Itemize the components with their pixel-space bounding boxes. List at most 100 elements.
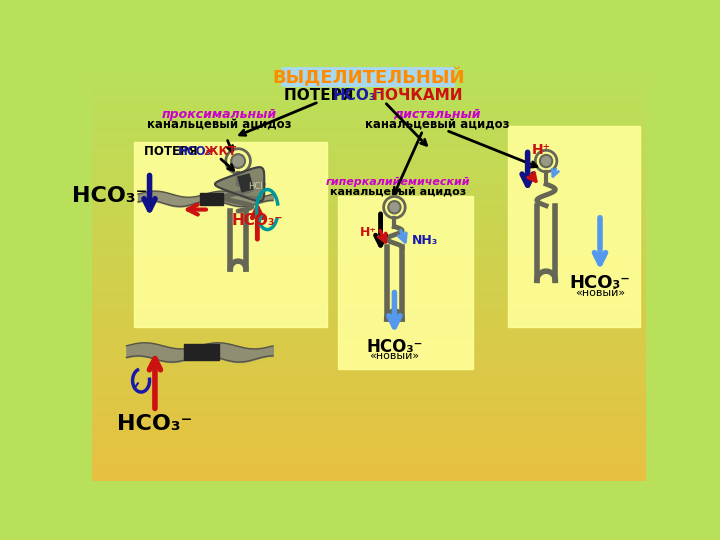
Bar <box>92 465 647 470</box>
Bar <box>92 70 647 75</box>
Bar <box>508 126 640 327</box>
Bar <box>92 158 647 164</box>
Bar <box>92 278 647 283</box>
Bar <box>92 252 647 257</box>
Text: гиперкалийемический: гиперкалийемический <box>326 177 470 187</box>
Bar <box>92 330 647 335</box>
Text: Н⁺: Н⁺ <box>360 226 377 239</box>
Bar <box>92 455 647 460</box>
Text: ПОТЕРЯ: ПОТЕРЯ <box>144 145 202 158</box>
Bar <box>92 80 647 85</box>
Bar <box>92 325 647 330</box>
Bar <box>92 320 647 325</box>
Bar <box>92 444 647 449</box>
Text: НСО₃⁻: НСО₃⁻ <box>117 414 193 434</box>
Bar <box>92 439 647 444</box>
Bar <box>92 299 647 304</box>
Bar <box>338 195 473 369</box>
Text: NH₃: NH₃ <box>412 234 438 247</box>
Text: НСО₃⁻: НСО₃⁻ <box>366 338 423 356</box>
Bar <box>92 241 647 247</box>
Bar <box>92 190 647 195</box>
Bar <box>92 361 647 366</box>
Bar <box>92 195 647 200</box>
Bar <box>92 221 647 226</box>
Bar <box>92 257 647 262</box>
Bar <box>92 267 647 273</box>
Bar <box>238 174 253 192</box>
Bar <box>199 193 222 205</box>
Bar <box>92 387 647 392</box>
Bar <box>92 106 647 112</box>
Bar <box>92 340 647 346</box>
Bar <box>92 91 647 96</box>
Bar <box>92 392 647 397</box>
Bar <box>92 117 647 122</box>
Bar <box>92 153 647 158</box>
Bar <box>92 346 647 350</box>
Bar <box>92 408 647 413</box>
Bar <box>92 350 647 356</box>
Circle shape <box>231 154 245 168</box>
Bar <box>92 429 647 434</box>
Bar <box>92 75 647 80</box>
Text: ЖКТ: ЖКТ <box>199 145 236 158</box>
Bar <box>134 142 327 327</box>
Bar <box>92 377 647 382</box>
Bar <box>92 200 647 205</box>
Bar <box>92 168 647 174</box>
Polygon shape <box>215 167 264 201</box>
Text: канальцевый ацидоз: канальцевый ацидоз <box>147 118 291 131</box>
Bar <box>92 273 647 278</box>
Bar <box>92 413 647 418</box>
Text: канальцевый ацидоз: канальцевый ацидоз <box>364 118 509 131</box>
Bar <box>92 112 647 117</box>
Text: НСО₃⁻: НСО₃⁻ <box>570 274 631 293</box>
Bar <box>92 423 647 429</box>
Bar <box>92 231 647 237</box>
Bar <box>184 345 219 361</box>
Text: НСО₃⁻: НСО₃⁻ <box>333 88 384 103</box>
Bar <box>92 96 647 101</box>
Bar <box>92 85 647 91</box>
Bar <box>92 309 647 314</box>
Bar <box>92 418 647 423</box>
Bar <box>92 122 647 127</box>
Text: ВЫДЕЛИТЕЛЬНЫЙ: ВЫДЕЛИТЕЛЬНЫЙ <box>272 68 464 87</box>
Circle shape <box>388 201 400 213</box>
Bar <box>92 164 647 168</box>
Bar <box>92 138 647 143</box>
Bar <box>92 304 647 309</box>
Bar <box>92 283 647 288</box>
Text: HCl: HCl <box>248 182 263 191</box>
Bar <box>92 372 647 377</box>
Bar <box>92 65 647 70</box>
Bar <box>92 294 647 299</box>
Bar <box>92 237 647 241</box>
Bar <box>92 262 647 267</box>
Bar <box>92 475 647 481</box>
Bar <box>92 211 647 215</box>
Text: «новый»: «новый» <box>575 288 625 299</box>
Bar <box>92 314 647 320</box>
Circle shape <box>540 155 552 167</box>
Text: проксимальный: проксимальный <box>161 107 276 120</box>
Bar <box>92 184 647 190</box>
Bar <box>92 397 647 403</box>
Text: НСО₃⁻: НСО₃⁻ <box>72 186 148 206</box>
Bar <box>92 226 647 231</box>
Bar <box>92 143 647 148</box>
Bar <box>92 205 647 211</box>
Bar <box>92 366 647 372</box>
Bar <box>92 174 647 179</box>
Bar <box>92 101 647 106</box>
Bar <box>92 434 647 439</box>
Bar <box>92 179 647 184</box>
Text: дистальный: дистальный <box>393 107 480 120</box>
Bar <box>92 247 647 252</box>
Text: канальцевый ацидоз: канальцевый ацидоз <box>330 187 467 197</box>
Bar <box>92 288 647 294</box>
Bar <box>92 382 647 387</box>
Bar <box>92 148 647 153</box>
Bar <box>92 460 647 465</box>
